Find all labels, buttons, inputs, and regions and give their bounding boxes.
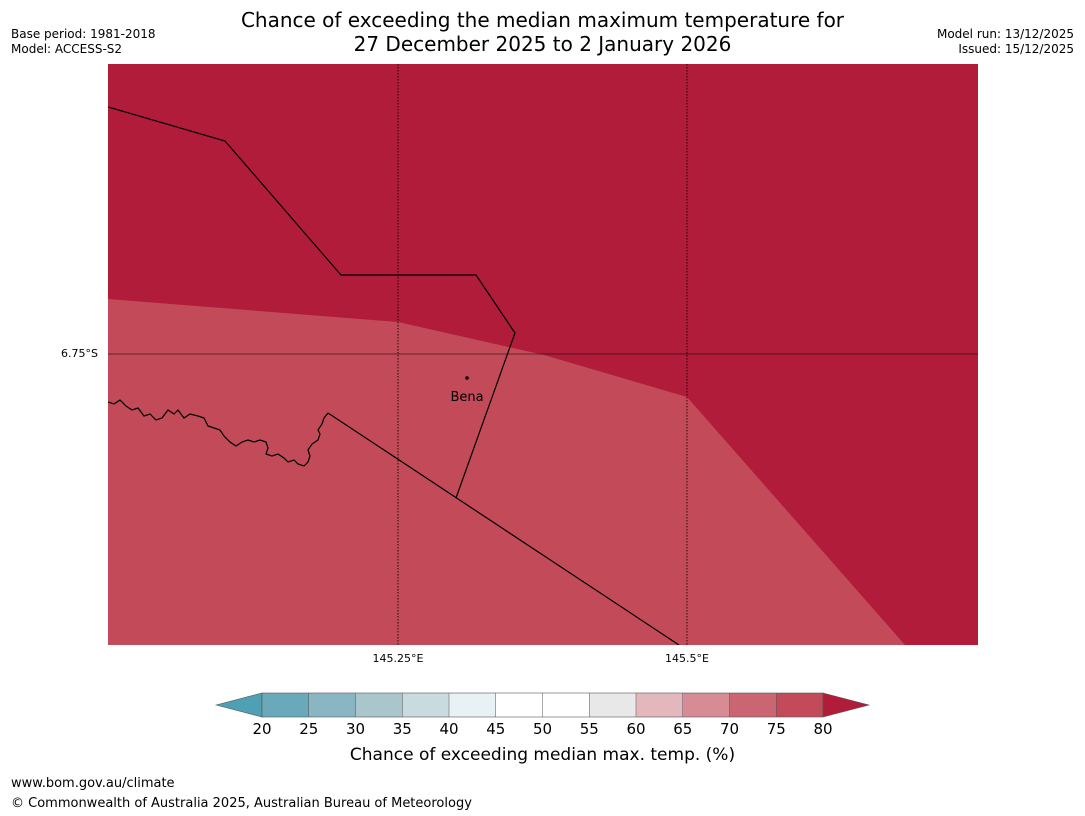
colorbar-over-arrow [822, 692, 871, 718]
header-right-meta: Model run: 13/12/2025 Issued: 15/12/2025 [937, 27, 1074, 57]
colorbar-tick-80: 80 [813, 720, 833, 738]
colorbar [215, 692, 871, 718]
region-mid-probability [108, 299, 905, 645]
map-canvas: Bena [108, 64, 978, 645]
province-boundary-north [108, 106, 516, 499]
colorbar-tick-20: 20 [252, 720, 272, 738]
issued-text: Issued: 15/12/2025 [958, 42, 1074, 56]
colorbar-tick-75: 75 [766, 720, 786, 738]
colorbar-segment-5 [449, 693, 496, 717]
colorbar-segment-12 [776, 693, 823, 717]
header-left-meta: Base period: 1981-2018 Model: ACCESS-S2 [11, 27, 156, 57]
colorbar-segment-8 [589, 693, 636, 717]
province-boundary-west [108, 399, 329, 467]
page-title: Chance of exceeding the median maximum t… [0, 8, 1085, 56]
colorbar-tick-70: 70 [719, 720, 740, 738]
colorbar-segment-10 [682, 693, 730, 717]
province-boundary-south [327, 412, 680, 645]
colorbar-tick-50: 50 [532, 720, 553, 738]
colorbar-segment-9 [636, 693, 683, 717]
model-text: Model: ACCESS-S2 [11, 42, 123, 56]
colorbar-tick-30: 30 [345, 720, 366, 738]
footer-copyright: © Commonwealth of Australia 2025, Austra… [11, 796, 472, 811]
latitude-tick-label: 6.75°S [61, 347, 98, 360]
model-run-text: Model run: 13/12/2025 [936, 27, 1074, 41]
title-line-1: Chance of exceeding the median maximum t… [240, 8, 845, 32]
colorbar-tick-60: 60 [626, 720, 646, 738]
colorbar-tick-35: 35 [392, 720, 412, 738]
colorbar-tick-45: 45 [486, 720, 506, 738]
colorbar-tick-25: 25 [299, 720, 319, 738]
colorbar-tick-65: 65 [673, 720, 693, 738]
colorbar-segment-2 [308, 693, 356, 717]
town-label-bena: Bena [450, 390, 483, 405]
colorbar-segment-1 [262, 693, 309, 717]
town-marker-bena [465, 376, 469, 380]
colorbar-segment-3 [355, 693, 403, 717]
base-period-text: Base period: 1981-2018 [11, 27, 156, 41]
colorbar-segment-6 [495, 693, 543, 717]
colorbar-tick-40: 40 [439, 720, 459, 738]
colorbar-tick-55: 55 [579, 720, 599, 738]
colorbar-segment-7 [542, 693, 590, 717]
colorbar-segment-11 [729, 693, 777, 717]
colorbar-segment-4 [402, 693, 449, 717]
title-line-2: 27 December 2025 to 2 January 2026 [353, 32, 732, 56]
colorbar-dividers [308, 693, 777, 717]
colorbar-under-arrow [215, 692, 263, 718]
footer-url: www.bom.gov.au/climate [11, 776, 175, 791]
longitude-tick-label-2: 145.5°E [665, 652, 709, 665]
colorbar-label: Chance of exceeding median max. temp. (%… [349, 745, 736, 765]
longitude-tick-label-1: 145.25°E [372, 652, 424, 665]
